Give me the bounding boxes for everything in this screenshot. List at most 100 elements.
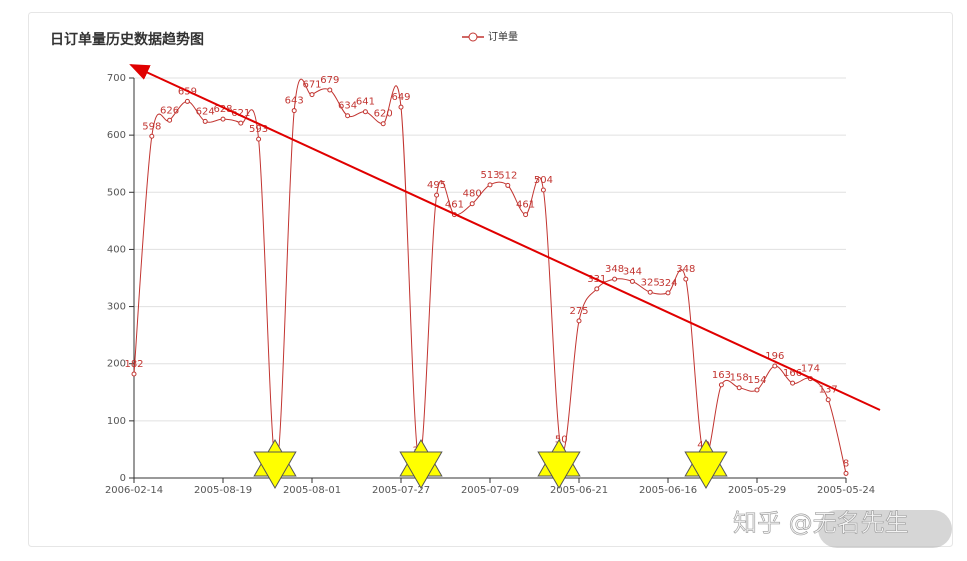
data-label: 8 bbox=[843, 458, 849, 469]
x-tick-label: 2005-07-09 bbox=[461, 485, 519, 496]
data-label: 512 bbox=[498, 170, 517, 181]
data-label: 163 bbox=[712, 370, 731, 381]
data-label: 598 bbox=[142, 121, 161, 132]
point bbox=[576, 318, 582, 324]
point bbox=[523, 212, 529, 218]
data-label: 593 bbox=[249, 124, 268, 135]
data-label: 621 bbox=[231, 108, 250, 119]
x-tick-label: 2006-02-14 bbox=[105, 485, 163, 496]
data-label: 325 bbox=[641, 277, 660, 288]
point bbox=[238, 120, 244, 126]
point bbox=[736, 385, 742, 391]
point bbox=[291, 108, 297, 114]
point bbox=[683, 276, 689, 282]
data-label: 480 bbox=[463, 189, 482, 200]
point bbox=[540, 187, 546, 193]
point bbox=[256, 136, 262, 142]
point bbox=[149, 133, 155, 139]
star-markers bbox=[253, 439, 728, 489]
data-label: 196 bbox=[765, 351, 784, 362]
point bbox=[184, 98, 190, 104]
data-label: 620 bbox=[374, 109, 393, 120]
data-label: 324 bbox=[658, 278, 677, 289]
data-label: 182 bbox=[124, 359, 143, 370]
data-label: 174 bbox=[801, 364, 820, 375]
point bbox=[487, 182, 493, 188]
point bbox=[131, 371, 137, 377]
y-tick-label: 600 bbox=[107, 130, 126, 141]
point bbox=[202, 118, 208, 124]
point bbox=[647, 289, 653, 295]
data-label: 671 bbox=[302, 80, 321, 91]
point bbox=[327, 87, 333, 93]
data-label: 626 bbox=[160, 105, 179, 116]
watermark: 知乎 @无名先生 bbox=[733, 509, 909, 537]
chart-title: 日订单量历史数据趋势图 bbox=[50, 31, 204, 48]
y-tick-label: 200 bbox=[107, 359, 126, 370]
point bbox=[594, 286, 600, 292]
star bbox=[537, 451, 581, 489]
data-label: 348 bbox=[605, 264, 624, 275]
x-tick-label: 2005-05-24 bbox=[817, 485, 875, 496]
star bbox=[684, 451, 728, 489]
data-label: 50 bbox=[555, 434, 568, 445]
point bbox=[825, 397, 831, 403]
data-label: 679 bbox=[320, 75, 339, 86]
data-label: 158 bbox=[730, 373, 749, 384]
data-label: 154 bbox=[747, 375, 766, 386]
point bbox=[505, 182, 511, 188]
star bbox=[399, 451, 443, 489]
point bbox=[167, 117, 173, 123]
point bbox=[380, 121, 386, 127]
point bbox=[612, 276, 618, 282]
point bbox=[345, 113, 351, 119]
y-tick-label: 400 bbox=[107, 244, 126, 255]
data-label: 624 bbox=[196, 106, 215, 117]
point bbox=[754, 387, 760, 393]
data-label: 137 bbox=[819, 385, 838, 396]
x-tick-label: 2005-07-27 bbox=[372, 485, 430, 496]
data-label: 348 bbox=[676, 264, 695, 275]
data-label: 495 bbox=[427, 180, 446, 191]
point bbox=[469, 201, 475, 207]
data-label: 649 bbox=[391, 92, 410, 103]
point bbox=[434, 192, 440, 198]
point bbox=[772, 363, 778, 369]
x-tick-label: 2005-08-01 bbox=[283, 485, 341, 496]
point bbox=[309, 92, 315, 98]
data-label: 504 bbox=[534, 175, 553, 186]
x-tick-label: 2005-06-21 bbox=[550, 485, 608, 496]
point bbox=[220, 116, 226, 122]
x-tick-label: 2005-08-19 bbox=[194, 485, 252, 496]
data-label: 634 bbox=[338, 101, 357, 112]
data-label: 643 bbox=[285, 96, 304, 107]
x-tick-label: 2005-06-16 bbox=[639, 485, 697, 496]
watermark-bg bbox=[818, 510, 952, 548]
star bbox=[253, 451, 297, 489]
legend-marker bbox=[468, 32, 478, 42]
data-label: 628 bbox=[213, 104, 232, 115]
trend-arrow bbox=[129, 64, 881, 411]
card bbox=[28, 12, 953, 547]
x-tick-label: 2005-05-29 bbox=[728, 485, 786, 496]
point bbox=[665, 290, 671, 296]
data-label: 275 bbox=[569, 306, 588, 317]
data-label: 461 bbox=[445, 200, 464, 211]
y-tick-label: 700 bbox=[107, 73, 126, 84]
y-tick-label: 0 bbox=[120, 473, 126, 484]
legend-label: 订单量 bbox=[488, 31, 518, 43]
point bbox=[362, 109, 368, 115]
y-tick-label: 300 bbox=[107, 302, 126, 313]
point bbox=[790, 380, 796, 386]
point bbox=[629, 278, 635, 284]
data-label: 461 bbox=[516, 200, 535, 211]
y-tick-label: 500 bbox=[107, 187, 126, 198]
point bbox=[398, 104, 404, 110]
data-label: 166 bbox=[783, 368, 802, 379]
data-label: 513 bbox=[480, 170, 499, 181]
data-label: 641 bbox=[356, 97, 375, 108]
point bbox=[718, 382, 724, 388]
data-label: 344 bbox=[623, 266, 642, 277]
point bbox=[843, 470, 849, 476]
